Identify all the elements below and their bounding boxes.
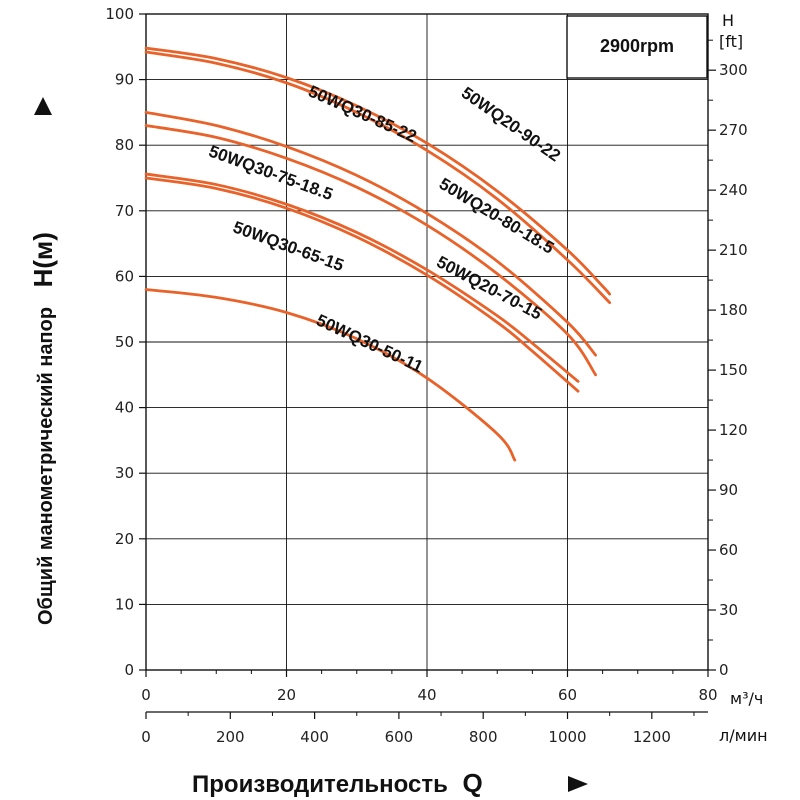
y-tick-label: 100 — [105, 5, 134, 23]
x-tick-label: 40 — [417, 686, 436, 704]
y2-tick-label: 300 — [719, 61, 748, 79]
x-axis-unit: м³/ч — [730, 689, 763, 708]
curve-50wq30-75-18.5 — [144, 124, 597, 377]
y-tick-label: 60 — [115, 267, 134, 285]
x-axis-title: Производительность Q — [192, 768, 588, 798]
curve-50wq30-50-11 — [144, 288, 517, 462]
y-axis-title: Общий манометрический напор H(м) — [28, 97, 58, 625]
x-tick-label: 80 — [698, 686, 717, 704]
x2-tick-label: 400 — [300, 728, 329, 746]
x-axis-symbol: Q — [463, 768, 483, 798]
y-tick-label: 80 — [115, 136, 134, 154]
y-tick-label: 10 — [115, 595, 134, 613]
y2-axis-unit: [ft] — [719, 32, 743, 51]
svg-text:Общий манометрический напор: Общий манометрический напор H(м) — [28, 232, 58, 625]
curves-layer — [144, 46, 612, 462]
y-tick-label: 20 — [115, 530, 134, 548]
y-axis-title-text: Общий манометрический напор — [35, 307, 57, 625]
y-tick-label: 30 — [115, 464, 134, 482]
x2-tick-label: 200 — [216, 728, 245, 746]
curve-50wq30-85-22 — [144, 50, 612, 305]
x2-tick-label: 1200 — [633, 728, 671, 746]
y-axis-arrow-icon — [34, 97, 52, 115]
x2-tick-label: 0 — [141, 728, 151, 746]
curve-label: 50WQ30-50-11 — [313, 311, 426, 377]
y-axis-symbol: H(м) — [28, 232, 58, 287]
x-axis-arrow-icon — [568, 776, 588, 792]
curve-label: 50WQ30-85-22 — [306, 82, 420, 147]
x2-axis-unit: л/мин — [719, 726, 768, 745]
y2-tick-label: 120 — [719, 421, 748, 439]
y2-axis-label: H — [722, 11, 734, 30]
y2-tick-label: 210 — [719, 241, 748, 259]
curve-50wq20-90-22 — [144, 46, 612, 296]
y2-tick-label: 180 — [719, 301, 748, 319]
y2-tick-label: 90 — [719, 481, 738, 499]
y-tick-label: 40 — [115, 399, 134, 417]
curve-label: 50WQ30-75-18.5 — [206, 142, 335, 204]
curve-label: 50WQ20-80-18.5 — [436, 174, 558, 257]
y2-tick-label: 270 — [719, 121, 748, 139]
grid-layer — [146, 14, 708, 670]
y-tick-label: 0 — [124, 661, 134, 679]
axes-layer: 0102030405060708090100030609012015018021… — [105, 5, 747, 746]
x2-tick-label: 800 — [469, 728, 498, 746]
curve-50wq20-70-15 — [144, 172, 580, 383]
rpm-label: 2900rpm — [600, 36, 674, 56]
svg-text:Производительность Q: Производительность Q — [192, 768, 483, 798]
y-tick-label: 90 — [115, 71, 134, 89]
curve-label: 50WQ30-65-15 — [231, 217, 347, 275]
y2-tick-label: 60 — [719, 541, 738, 559]
x-axis-title-text: Производительность — [192, 771, 448, 798]
y2-tick-label: 240 — [719, 181, 748, 199]
y-tick-label: 70 — [115, 202, 134, 220]
x2-tick-label: 1000 — [548, 728, 586, 746]
curve-label: 50WQ20-90-22 — [458, 83, 564, 165]
y-tick-label: 50 — [115, 333, 134, 351]
curve-50wq20-80-18.5 — [144, 111, 597, 357]
y2-tick-label: 150 — [719, 361, 748, 379]
x-tick-label: 0 — [141, 686, 151, 704]
x2-tick-label: 600 — [385, 728, 414, 746]
rpm-box: 2900rpm — [566, 15, 708, 79]
x-tick-label: 60 — [558, 686, 577, 704]
x-tick-label: 20 — [277, 686, 296, 704]
y2-tick-label: 30 — [719, 601, 738, 619]
curve-50wq30-65-15 — [144, 176, 580, 393]
y2-tick-label: 0 — [719, 661, 729, 679]
